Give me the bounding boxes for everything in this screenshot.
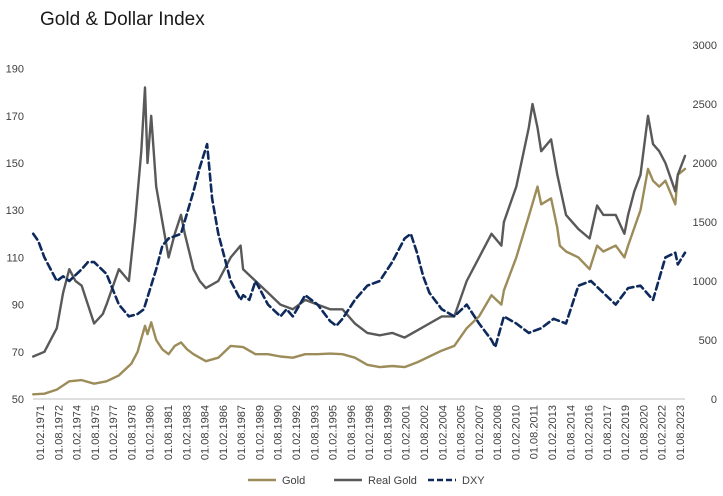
x-tick-label: 01.02.1992: [291, 405, 303, 460]
x-tick-label: 01.08.1981: [163, 405, 175, 460]
left-tick-label: 130: [6, 205, 24, 217]
left-tick-label: 90: [12, 300, 24, 312]
x-tick-label: 01.08.2020: [638, 405, 650, 460]
x-tick-label: 01.02.2001: [401, 405, 413, 460]
right-tick-label: 1500: [693, 217, 717, 229]
x-tick-label: 01.02.1995: [328, 405, 340, 460]
right-tick-label: 500: [699, 335, 717, 347]
x-tick-label: 01.02.2016: [584, 405, 596, 460]
x-tick-label: 01.02.1974: [72, 405, 84, 460]
x-tick-label: 01.08.1999: [382, 405, 394, 460]
series-line-gold: [32, 167, 687, 396]
legend-label: DXY: [462, 475, 485, 487]
x-tick-label: 01.02.1986: [218, 405, 230, 460]
x-tick-label: 01.02.1971: [35, 405, 47, 460]
x-tick-label: 01.08.1996: [346, 405, 358, 460]
x-tick-label: 01.08.2011: [529, 405, 541, 459]
x-tick-label: 01.08.1975: [90, 405, 102, 460]
x-tick-label: 01.08.1972: [53, 405, 65, 460]
right-tick-label: 1000: [693, 276, 717, 288]
series-line-dxy: [31, 142, 687, 349]
x-tick-label: 01.02.2013: [547, 405, 559, 460]
chart-title: Gold & Dollar Index: [40, 9, 205, 30]
left-tick-label: 150: [6, 158, 24, 170]
x-tick-label: 01.08.2002: [419, 405, 431, 460]
legend-label: Gold: [282, 475, 305, 487]
x-tick-label: 01.02.2022: [657, 405, 669, 460]
x-tick-label: 01.08.1993: [309, 405, 321, 460]
left-axis-ticks: 50 70 90 110 130 150 170 190: [6, 64, 24, 406]
right-tick-label: 3000: [693, 40, 717, 52]
left-tick-label: 70: [12, 347, 24, 359]
x-tick-label: 01.08.2023: [675, 405, 687, 460]
x-tick-label: 01.08.2005: [456, 405, 468, 460]
x-tick-label: 01.02.2007: [474, 405, 486, 460]
x-tick-label: 01.02.2004: [437, 405, 449, 460]
x-tick-label: 01.02.1980: [145, 405, 157, 460]
x-tick-label: 01.02.1989: [254, 405, 266, 460]
right-tick-label: 2000: [693, 158, 717, 170]
left-tick-label: 170: [6, 111, 24, 123]
x-tick-label: 01.08.1990: [273, 405, 285, 460]
left-tick-label: 110: [6, 252, 24, 264]
x-tick-label: 01.08.1984: [200, 405, 212, 460]
right-axis-ticks: 0 500 1000 1500 2000 2500 3000: [693, 40, 717, 406]
x-tick-label: 01.02.1983: [181, 405, 193, 460]
left-tick-label: 190: [6, 64, 24, 76]
series-layer: [31, 86, 687, 396]
x-tick-label: 01.08.2008: [492, 405, 504, 460]
x-tick-label: 01.02.1998: [364, 405, 376, 460]
x-tick-label: 01.02.2019: [620, 405, 632, 460]
right-tick-label: 2500: [693, 99, 717, 111]
left-tick-label: 50: [12, 394, 24, 406]
series-line-real-gold: [32, 86, 687, 358]
x-tick-label: 01.08.2014: [565, 405, 577, 460]
right-tick-label: 0: [711, 394, 717, 406]
x-tick-label: 01.02.1977: [108, 405, 120, 460]
x-tick-label: 01.08.2017: [602, 405, 614, 460]
legend-label: Real Gold: [368, 475, 417, 487]
x-tick-label: 01.02.2010: [510, 405, 522, 460]
x-axis-ticks: 01.02.1971 01.08.1972 01.02.1974 01.08.1975…: [35, 405, 687, 460]
x-tick-label: 01.08.1987: [236, 405, 248, 460]
x-tick-label: 01.08.1978: [126, 405, 138, 460]
legend: Gold Real Gold DXY: [248, 475, 485, 487]
